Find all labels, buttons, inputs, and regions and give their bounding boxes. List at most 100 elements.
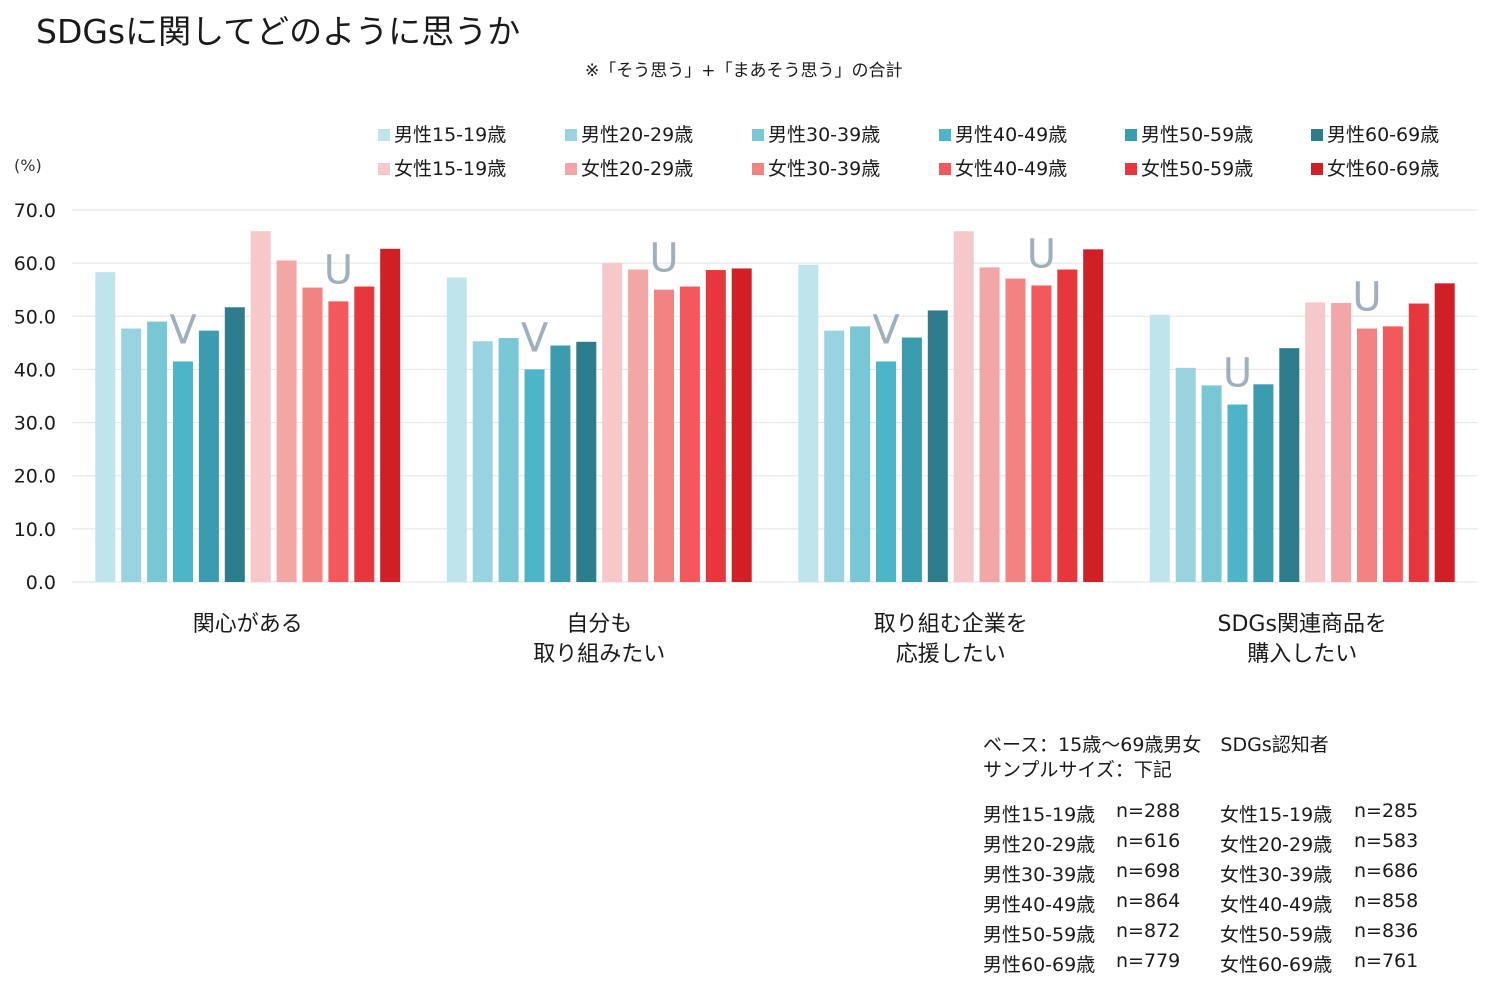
- x-category-label: 関心がある: [193, 612, 303, 637]
- significance-mark: V: [169, 307, 197, 353]
- chart-title: SDGsに関してどのように思うか: [36, 12, 521, 51]
- legend-swatch: [1125, 163, 1137, 175]
- y-tick-label: 70.0: [14, 200, 56, 222]
- sample-size-value: n=864: [1116, 890, 1181, 912]
- legend-swatch: [939, 129, 951, 141]
- bar: [550, 345, 571, 582]
- legend-label: 女性15-19歳: [394, 158, 506, 180]
- legend-swatch: [1125, 129, 1137, 141]
- bar: [1382, 326, 1403, 582]
- bar: [628, 269, 649, 582]
- bar: [1331, 303, 1352, 582]
- bar: [1357, 328, 1377, 582]
- sample-group-label: 男性60-69歳: [983, 954, 1096, 976]
- legend-label: 男性40-49歳: [955, 124, 1067, 146]
- sample-size-value: n=583: [1354, 830, 1419, 852]
- bar: [328, 301, 349, 582]
- sample-size-value: n=761: [1354, 950, 1419, 972]
- y-axis-ticks: 0.0 10.0 20.0 30.0 40.0 50.0 60.0 70.0: [14, 200, 56, 594]
- significance-mark: U: [1352, 275, 1381, 321]
- bar: [901, 337, 922, 582]
- bar: [602, 263, 623, 582]
- sample-group-label: 男性15-19歳: [983, 804, 1096, 826]
- legend-swatch: [378, 129, 390, 141]
- sample-group-label: 女性40-49歳: [1220, 894, 1333, 916]
- bar: [472, 341, 493, 582]
- bar: [380, 248, 401, 582]
- significance-mark: U: [649, 236, 678, 282]
- x-category-label: 自分も: [566, 612, 632, 637]
- legend-label: 女性50-59歳: [1141, 158, 1253, 180]
- bar-chart: V U V U V U U U 0.0 10.0 20.0 30.0 40.0 50.0 60.0 70.0…: [14, 124, 1478, 667]
- sample-size-value: n=686: [1354, 860, 1419, 882]
- bar: [121, 328, 142, 582]
- sample-size-value: n=872: [1116, 920, 1181, 942]
- bar: [250, 231, 271, 582]
- legend-label: 女性60-69歳: [1327, 158, 1439, 180]
- legend-swatch: [752, 163, 764, 175]
- bar: [1305, 302, 1326, 582]
- bar: [198, 330, 219, 582]
- legend-label: 女性30-39歳: [768, 158, 880, 180]
- legend-label: 女性40-49歳: [955, 158, 1067, 180]
- sample-size-value: n=616: [1116, 830, 1181, 852]
- bar: [302, 287, 323, 582]
- bar: [354, 286, 375, 582]
- sample-size-value: n=698: [1116, 860, 1181, 882]
- x-category-label: SDGs関連商品を: [1218, 612, 1387, 637]
- legend-label: 男性20-29歳: [581, 124, 693, 146]
- bar: [1201, 385, 1222, 582]
- y-tick-label: 30.0: [14, 413, 56, 435]
- sample-size-value: n=779: [1116, 950, 1181, 972]
- significance-mark: V: [521, 315, 549, 361]
- bar: [876, 361, 896, 582]
- significance-mark: U: [324, 247, 353, 293]
- bar: [446, 277, 467, 582]
- bar: [147, 321, 168, 582]
- bar: [850, 326, 871, 582]
- bar: [1031, 285, 1052, 582]
- bar: [224, 307, 245, 582]
- y-tick-label: 40.0: [14, 359, 56, 381]
- bar: [498, 338, 519, 582]
- bar: [173, 361, 193, 582]
- sample-size-value: n=836: [1354, 920, 1419, 942]
- legend-label: 男性30-39歳: [768, 124, 880, 146]
- bar: [95, 272, 116, 582]
- legend-swatch: [752, 129, 764, 141]
- bar: [1227, 404, 1248, 582]
- y-tick-label: 50.0: [14, 306, 56, 328]
- y-tick-label: 10.0: [14, 519, 56, 541]
- sample-group-label: 男性40-49歳: [983, 894, 1096, 916]
- annotations: V U V U V U U U: [169, 231, 1381, 396]
- legend-swatch: [565, 129, 577, 141]
- legend: 男性15-19歳 男性20-29歳 男性30-39歳 男性40-49歳 男性50-59歳…: [378, 124, 1439, 180]
- x-category-label: 購入したい: [1247, 642, 1357, 667]
- bar: [1253, 384, 1274, 582]
- bar: [731, 268, 752, 582]
- bar: [1279, 348, 1300, 582]
- y-tick-label: 60.0: [14, 253, 56, 275]
- bar: [1083, 249, 1104, 582]
- bar: [654, 289, 674, 582]
- bar: [824, 330, 845, 582]
- bar: [927, 310, 948, 582]
- x-category-label: 応援したい: [896, 642, 1006, 667]
- legend-swatch: [1311, 129, 1323, 141]
- significance-mark: U: [1027, 231, 1056, 277]
- bar: [979, 267, 1000, 582]
- bars: [95, 231, 1455, 582]
- bar: [679, 286, 700, 582]
- bar: [1175, 367, 1196, 582]
- legend-swatch: [1311, 163, 1323, 175]
- sample-group-label: 女性50-59歳: [1220, 924, 1333, 946]
- significance-mark: V: [872, 307, 900, 353]
- bar: [1005, 278, 1026, 582]
- sample-size-value: n=288: [1116, 800, 1181, 822]
- sample-group-label: 男性30-39歳: [983, 864, 1096, 886]
- bar: [798, 264, 819, 582]
- legend-swatch: [378, 163, 390, 175]
- bar: [524, 369, 545, 582]
- bar: [1434, 283, 1455, 582]
